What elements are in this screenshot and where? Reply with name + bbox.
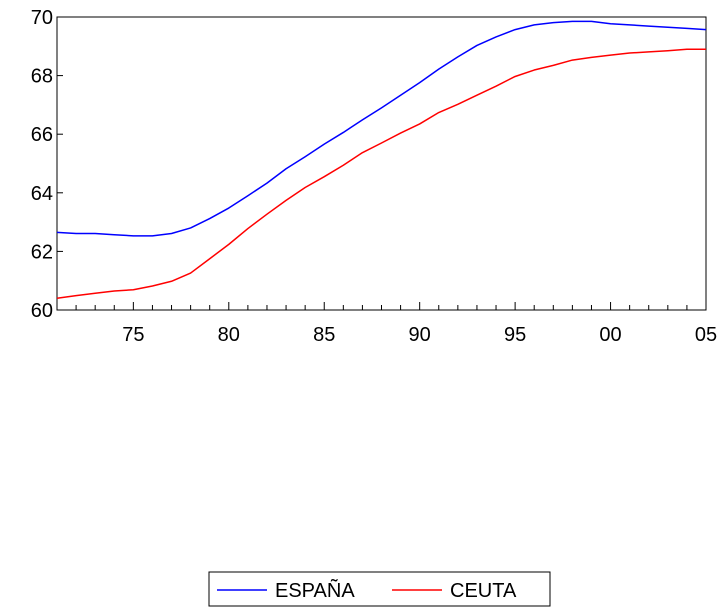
x-axis: 75 80 85 90 95 00 05	[56, 302, 717, 346]
series-lines	[56, 20, 707, 300]
legend: ESPAÑA CEUTA	[208, 571, 551, 607]
y-tick-label: 64	[31, 183, 53, 205]
x-tick-label: 85	[313, 324, 335, 346]
y-tick-label: 60	[31, 300, 53, 322]
x-tick-label: 90	[409, 324, 431, 346]
series-line-ceuta	[56, 48, 706, 300]
series-line-espana	[56, 20, 707, 237]
legend-label: CEUTA	[450, 580, 517, 602]
y-axis: 60 62 64 66 68 70	[31, 7, 63, 322]
y-tick-label: 70	[31, 7, 53, 29]
x-tick-label: 00	[599, 324, 621, 346]
x-tick-label: 05	[695, 324, 717, 346]
y-tick-label: 66	[31, 124, 53, 146]
x-tick-label: 80	[218, 324, 240, 346]
legend-label: ESPAÑA	[275, 578, 355, 602]
legend-box	[208, 571, 551, 607]
x-tick-label: 75	[122, 324, 144, 346]
y-tick-label: 62	[31, 241, 53, 263]
plot-area	[56, 16, 707, 311]
x-tick-label: 95	[504, 324, 526, 346]
y-tick-label: 68	[31, 66, 53, 88]
